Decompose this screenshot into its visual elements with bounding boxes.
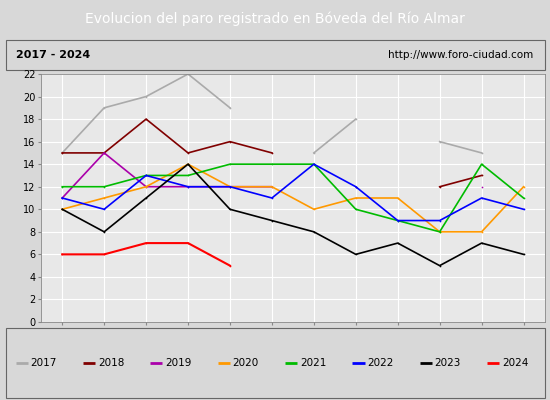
Text: 2021: 2021 — [300, 358, 326, 368]
Text: 2017 - 2024: 2017 - 2024 — [16, 50, 91, 60]
Text: 2017: 2017 — [30, 358, 57, 368]
Text: http://www.foro-ciudad.com: http://www.foro-ciudad.com — [388, 50, 534, 60]
Text: 2023: 2023 — [434, 358, 461, 368]
Text: 2022: 2022 — [367, 358, 394, 368]
Text: 2019: 2019 — [165, 358, 191, 368]
Text: 2020: 2020 — [233, 358, 259, 368]
Text: Evolucion del paro registrado en Bóveda del Río Almar: Evolucion del paro registrado en Bóveda … — [85, 12, 465, 26]
Text: 2024: 2024 — [502, 358, 529, 368]
Text: 2018: 2018 — [98, 358, 124, 368]
